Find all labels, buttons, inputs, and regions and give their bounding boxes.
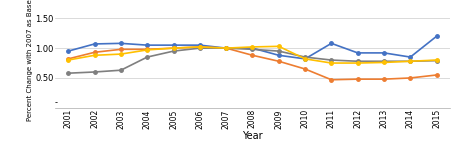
Container Nursery (276, 45, 281, 47)
Container Nursery (171, 47, 176, 49)
Turfgrass (355, 78, 360, 80)
Turfgrass (145, 48, 150, 50)
Greenhouse (329, 42, 334, 44)
Container Nursery (355, 62, 360, 64)
Field Nursery (381, 60, 387, 62)
Turfgrass (250, 54, 255, 56)
Container Nursery (381, 61, 387, 63)
Field Nursery (250, 48, 255, 50)
Text: -: - (55, 99, 58, 107)
Line: Turfgrass: Turfgrass (67, 45, 438, 81)
Greenhouse (355, 52, 360, 54)
Greenhouse (171, 44, 176, 46)
Turfgrass (434, 74, 439, 76)
Field Nursery (171, 50, 176, 52)
Container Nursery (434, 59, 439, 61)
Greenhouse (381, 52, 387, 54)
Greenhouse (92, 43, 97, 45)
Greenhouse (276, 54, 281, 56)
Greenhouse (250, 47, 255, 49)
Greenhouse (145, 44, 150, 46)
Field Nursery (118, 69, 123, 71)
Line: Greenhouse: Greenhouse (67, 34, 438, 61)
Field Nursery (302, 56, 308, 58)
Turfgrass (276, 60, 281, 62)
Field Nursery (434, 60, 439, 62)
Greenhouse (197, 44, 202, 46)
Greenhouse (302, 58, 308, 60)
Greenhouse (118, 42, 123, 44)
Field Nursery (145, 56, 150, 58)
Turfgrass (66, 58, 71, 60)
Turfgrass (118, 48, 123, 50)
Field Nursery (408, 60, 413, 62)
Container Nursery (302, 58, 308, 60)
Field Nursery (197, 47, 202, 49)
Field Nursery (276, 50, 281, 52)
Container Nursery (197, 46, 202, 48)
Turfgrass (302, 68, 308, 70)
Field Nursery (92, 71, 97, 73)
Container Nursery (118, 53, 123, 55)
Container Nursery (92, 54, 97, 56)
Turfgrass (381, 78, 387, 80)
X-axis label: Year: Year (242, 131, 263, 141)
Container Nursery (329, 62, 334, 64)
Turfgrass (329, 79, 334, 81)
Container Nursery (145, 49, 150, 51)
Line: Field Nursery: Field Nursery (67, 46, 438, 75)
Y-axis label: Percent Change with 2007 as Base: Percent Change with 2007 as Base (27, 0, 33, 121)
Field Nursery (66, 72, 71, 74)
Turfgrass (92, 51, 97, 53)
Turfgrass (408, 77, 413, 79)
Greenhouse (408, 56, 413, 58)
Turfgrass (224, 47, 229, 49)
Greenhouse (434, 35, 439, 37)
Turfgrass (171, 47, 176, 49)
Container Nursery (224, 47, 229, 49)
Greenhouse (224, 47, 229, 49)
Greenhouse (66, 50, 71, 52)
Container Nursery (408, 60, 413, 62)
Line: Container Nursery: Container Nursery (67, 45, 438, 65)
Container Nursery (66, 59, 71, 61)
Turfgrass (197, 46, 202, 48)
Container Nursery (250, 46, 255, 48)
Field Nursery (329, 59, 334, 61)
Field Nursery (355, 60, 360, 62)
Field Nursery (224, 47, 229, 49)
